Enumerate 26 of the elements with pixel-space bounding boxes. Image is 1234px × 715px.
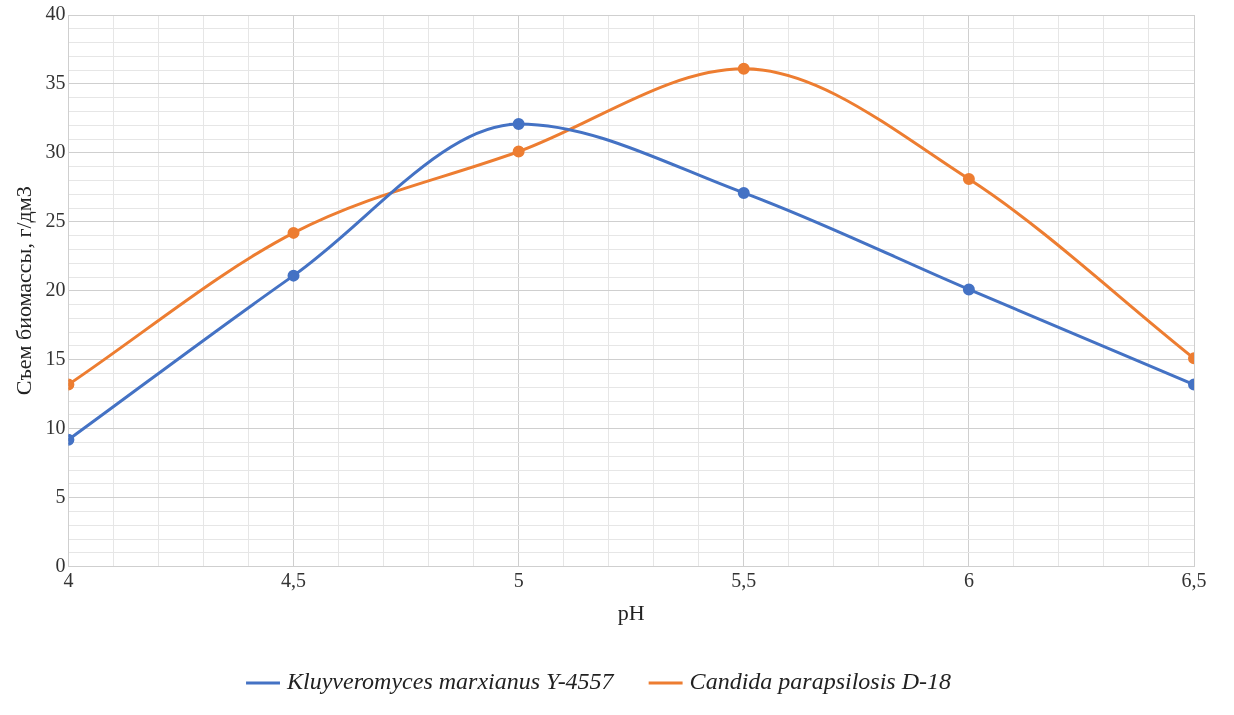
y-tick-label: 30 xyxy=(45,140,66,163)
point xyxy=(737,62,750,75)
y-axis-title: Съем биомассы, г/дм3 xyxy=(10,186,36,396)
y-tick-label: 25 xyxy=(45,209,66,232)
x-axis-title: pH xyxy=(617,599,645,625)
y-tick-label: 35 xyxy=(45,71,66,94)
point xyxy=(512,117,525,130)
x-tick-label: 6 xyxy=(963,568,974,591)
point xyxy=(287,226,300,239)
y-tick-label: 5 xyxy=(55,484,66,507)
point xyxy=(737,186,750,199)
point xyxy=(287,269,300,282)
y-tick-label: 40 xyxy=(45,2,66,25)
y-tick-label: 10 xyxy=(45,415,66,438)
x-tick-label: 5,5 xyxy=(731,568,757,591)
y-tick-label: 15 xyxy=(45,347,66,369)
point xyxy=(512,145,525,158)
x-tick-label: 4,5 xyxy=(281,568,307,591)
x-tick-label: 5 xyxy=(513,568,524,591)
legend-label: Kluyveromyces marxianus Y-4557 xyxy=(286,668,615,695)
y-tick-label: 0 xyxy=(55,553,66,576)
y-tick-label: 20 xyxy=(45,278,66,301)
legend-label: Candida parapsilosis D-18 xyxy=(689,668,951,695)
x-tick-label: 6,5 xyxy=(1181,568,1207,591)
point xyxy=(962,173,975,186)
point xyxy=(962,283,975,296)
